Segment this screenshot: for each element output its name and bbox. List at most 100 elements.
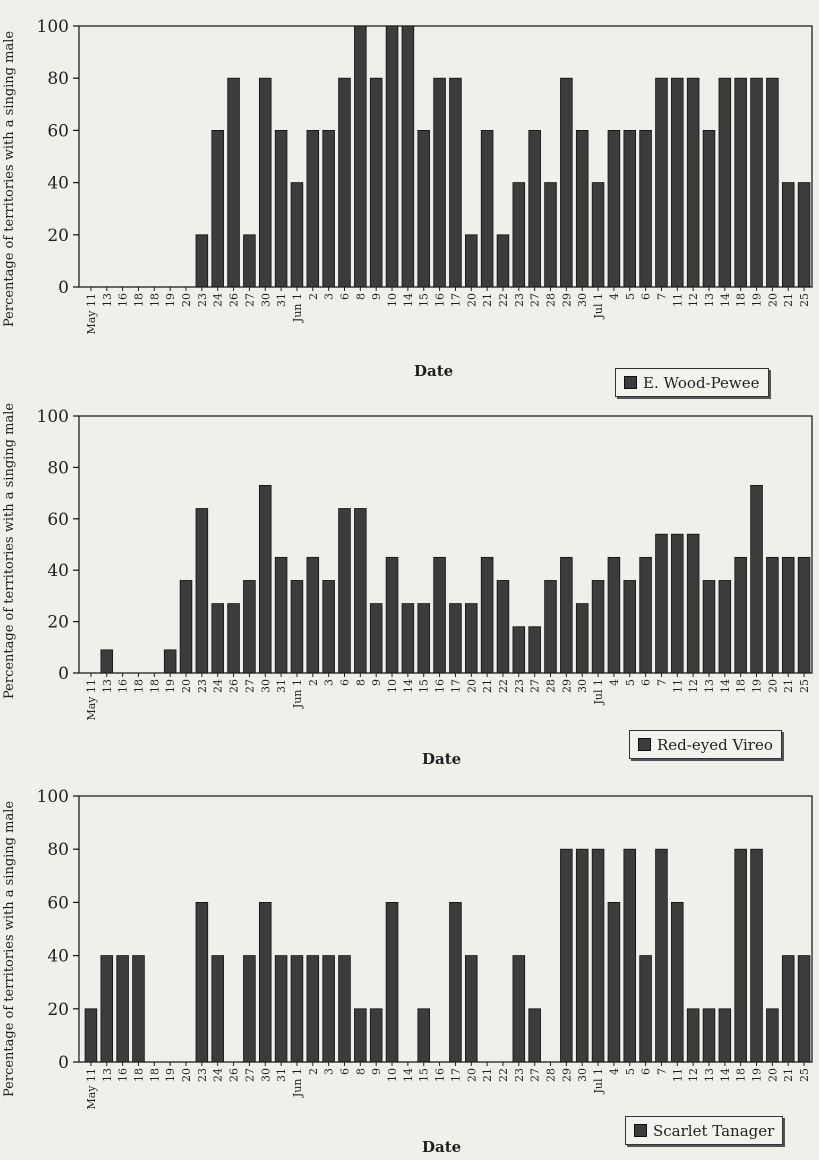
- bar: [575, 848, 589, 1063]
- x-tick-label: 23: [196, 1068, 209, 1082]
- x-tick-label: 6: [338, 1068, 351, 1075]
- x-tick-label: 13: [101, 679, 114, 693]
- bar: [258, 484, 272, 674]
- x-tick-label: 27: [243, 679, 256, 693]
- x-tick-label: 20: [180, 1068, 193, 1082]
- bar: [480, 556, 494, 674]
- x-tick-label: 27: [243, 1068, 256, 1082]
- x-tick-label: 29: [560, 293, 573, 307]
- x-tick-label: May 11: [85, 293, 98, 335]
- x-tick-label: 18: [132, 679, 145, 693]
- bar: [623, 580, 637, 674]
- x-tick-label: 11: [671, 1068, 684, 1082]
- x-tick-label: 30: [576, 679, 589, 693]
- x-tick-label: 18: [148, 679, 161, 693]
- legend: Scarlet Tanager: [625, 1116, 784, 1145]
- bar: [211, 955, 224, 1063]
- bar: [449, 901, 462, 1063]
- x-tick-label: 18: [735, 1068, 748, 1082]
- x-tick-label: 30: [576, 1068, 589, 1082]
- bar: [560, 848, 573, 1063]
- x-tick-label: 27: [529, 293, 542, 307]
- x-tick-label: 30: [259, 679, 272, 693]
- bar: [290, 580, 304, 674]
- bar: [100, 649, 114, 674]
- x-tick-label: 23: [196, 293, 209, 307]
- bar: [639, 556, 652, 674]
- x-tick-label: 4: [608, 293, 621, 300]
- x-tick-label: 16: [434, 679, 447, 693]
- bar: [385, 25, 399, 288]
- x-tick-label: 8: [354, 679, 367, 686]
- x-tick-label: 11: [671, 679, 684, 693]
- x-tick-label: 25: [798, 1068, 811, 1082]
- legend-label: Red-eyed Vireo: [657, 736, 773, 754]
- x-tick-label: 21: [481, 679, 494, 693]
- x-tick-label: 9: [370, 679, 383, 686]
- bar: [781, 955, 795, 1063]
- x-tick-label: 14: [402, 1068, 415, 1082]
- bar: [623, 129, 637, 288]
- bar: [766, 1008, 779, 1063]
- bar: [591, 580, 605, 674]
- x-tick-label: 2: [307, 293, 320, 300]
- bar: [417, 129, 430, 288]
- bar: [465, 955, 478, 1063]
- x-tick-label: 3: [323, 1068, 336, 1075]
- x-tick-label: 19: [751, 1068, 764, 1082]
- bar: [766, 556, 779, 674]
- x-tick-label: 24: [212, 1068, 225, 1082]
- bar: [512, 182, 526, 288]
- bar: [258, 77, 272, 288]
- x-tick-label: 9: [370, 293, 383, 300]
- x-tick-label: Jun 1: [291, 293, 304, 323]
- bar: [512, 955, 526, 1063]
- bar: [655, 77, 668, 288]
- x-tick-label: 18: [148, 1068, 161, 1082]
- y-tick-label: 0: [58, 664, 69, 684]
- x-tick-label: 19: [164, 679, 177, 693]
- bar: [417, 1008, 430, 1063]
- bar: [686, 533, 700, 674]
- chart-panel-2: Percentage of territories with a singing…: [0, 386, 819, 772]
- x-tick-label: 14: [402, 679, 415, 693]
- bar: [417, 603, 430, 674]
- x-tick-label: Jul 1: [592, 293, 605, 320]
- bar: [623, 848, 637, 1063]
- bar: [338, 955, 351, 1063]
- x-tick-label: 16: [117, 293, 130, 307]
- bar: [290, 955, 304, 1063]
- y-tick-label: 60: [47, 121, 69, 141]
- x-tick-label: 6: [640, 293, 653, 300]
- x-tick-label: Jul 1: [592, 1068, 605, 1095]
- bar: [607, 556, 621, 674]
- y-tick-label: 80: [47, 458, 69, 478]
- bar: [195, 508, 209, 674]
- x-tick-label: 27: [529, 1068, 542, 1082]
- x-tick-label: 8: [354, 293, 367, 300]
- bar: [401, 25, 415, 288]
- x-tick-label: 31: [275, 679, 288, 693]
- bar: [274, 955, 288, 1063]
- x-tick-label: 13: [703, 293, 716, 307]
- bar: [718, 1008, 732, 1063]
- x-tick-label: 13: [703, 679, 716, 693]
- bar: [702, 580, 716, 674]
- x-tick-label: 12: [687, 679, 700, 693]
- bar: [211, 603, 224, 674]
- bar: [607, 901, 621, 1063]
- x-tick-label: 2: [307, 679, 320, 686]
- bar: [449, 603, 462, 674]
- x-tick-label: 6: [338, 293, 351, 300]
- bar: [369, 77, 383, 288]
- bar: [338, 77, 351, 288]
- x-tick-label: May 11: [85, 679, 98, 721]
- bar: [306, 129, 320, 288]
- x-tick-label: 22: [497, 1068, 510, 1082]
- x-tick-label: 13: [703, 1068, 716, 1082]
- bar: [227, 77, 240, 288]
- x-tick-label: 30: [259, 1068, 272, 1082]
- x-tick-label: 28: [545, 1068, 558, 1082]
- x-tick-label: 9: [370, 1068, 383, 1075]
